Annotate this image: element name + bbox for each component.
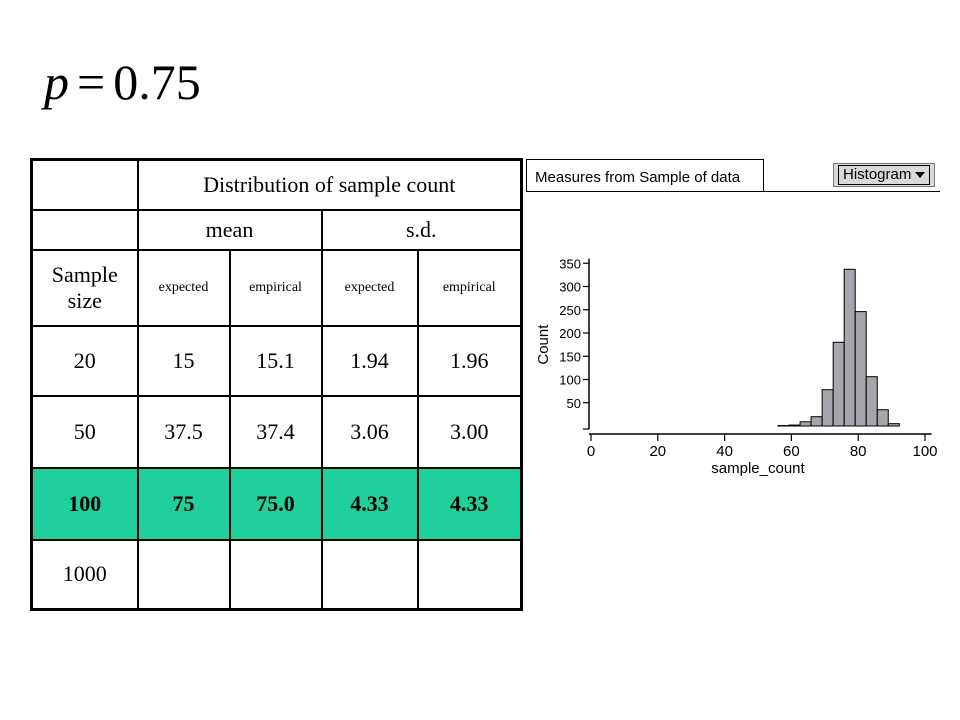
- histogram-bar: [810, 416, 823, 427]
- x-axis-label: sample_count: [711, 460, 805, 477]
- table-cell: 37.5: [136, 394, 231, 469]
- formula-variable: p: [44, 54, 69, 110]
- chevron-down-icon[interactable]: [915, 172, 926, 178]
- y-tick-label: 300: [559, 280, 581, 295]
- histogram-bar: [788, 424, 801, 427]
- probability-formula: p = 0.75: [44, 52, 201, 112]
- mean-header: mean: [136, 208, 323, 251]
- table-cell: 4.33: [416, 466, 523, 541]
- y-tick-label: 150: [559, 349, 581, 364]
- sub-header: empirical: [228, 248, 323, 327]
- y-tick-label: 50: [567, 396, 581, 411]
- y-tick-label: 350: [559, 256, 581, 271]
- sd-header: s.d.: [320, 208, 523, 251]
- y-tick-label: 250: [559, 303, 581, 318]
- table-row-highlighted: 100 75 75.0 4.33 4.33: [30, 466, 523, 541]
- panel-divider: [526, 191, 940, 192]
- formula-value: 0.75: [113, 54, 201, 110]
- table-cell: 75: [136, 466, 231, 541]
- table-cell: 50: [30, 394, 139, 469]
- table-cell: 1.96: [416, 324, 523, 397]
- table-cell: [416, 538, 523, 611]
- histogram-bar: [887, 423, 900, 427]
- histogram-bar: [799, 421, 812, 427]
- table-cell: 3.00: [416, 394, 523, 469]
- x-tick-label: 0: [587, 443, 595, 460]
- histogram-chart: 50 100 150 200 250 300 350 0 20 40 60 80 100 sample_c…: [535, 256, 938, 477]
- panel-tab-title[interactable]: Measures from Sample of data: [526, 159, 764, 191]
- histogram-bar: [843, 268, 856, 427]
- table-cell: 37.4: [228, 394, 323, 469]
- table-row: 50 37.5 37.4 3.06 3.00: [30, 394, 523, 469]
- histogram-bar: [821, 389, 834, 427]
- formula-equals: =: [77, 54, 106, 110]
- graph-type-select[interactable]: Histogram: [833, 163, 935, 187]
- table-cell: [136, 538, 231, 611]
- table-cell: 100: [30, 466, 139, 541]
- x-tick-label: 20: [649, 443, 666, 460]
- corner-cell-2: [30, 208, 139, 251]
- histogram-bar: [865, 376, 878, 427]
- table-cell: 1000: [30, 538, 139, 611]
- table-row: 20 15 15.1 1.94 1.96: [30, 324, 523, 397]
- x-tick-label: 40: [716, 443, 733, 460]
- table-cell: 3.06: [320, 394, 419, 469]
- table-cell: 75.0: [228, 466, 323, 541]
- table-cell: 15: [136, 324, 231, 397]
- sub-header: empirical: [416, 248, 523, 327]
- y-tick-label: 100: [559, 373, 581, 388]
- sub-header: expected: [320, 248, 419, 327]
- x-tick-label: 60: [783, 443, 800, 460]
- table-row: 1000: [30, 538, 523, 611]
- distribution-table: Distribution of sample count mean s.d. S…: [30, 158, 523, 611]
- graph-type-value: Histogram: [843, 166, 912, 183]
- histogram-bar: [854, 311, 867, 427]
- x-tick-label: 100: [912, 443, 937, 460]
- table-cell: [228, 538, 323, 611]
- graph-type-select-inner[interactable]: Histogram: [838, 165, 931, 185]
- table-cell: [320, 538, 419, 611]
- corner-cell: [30, 158, 139, 211]
- histogram-bar: [832, 341, 845, 427]
- table-header: Distribution of sample count: [136, 158, 523, 211]
- sub-header: expected: [136, 248, 231, 327]
- table-cell: 20: [30, 324, 139, 397]
- x-tick-label: 80: [850, 443, 867, 460]
- table-cell: 1.94: [320, 324, 419, 397]
- y-axis-label: Count: [535, 324, 552, 365]
- table-cell: 15.1: [228, 324, 323, 397]
- y-tick-label: 200: [559, 326, 581, 341]
- histogram-bar: [876, 409, 889, 427]
- table-cell: 4.33: [320, 466, 419, 541]
- sample-size-header: Sample size: [30, 248, 139, 327]
